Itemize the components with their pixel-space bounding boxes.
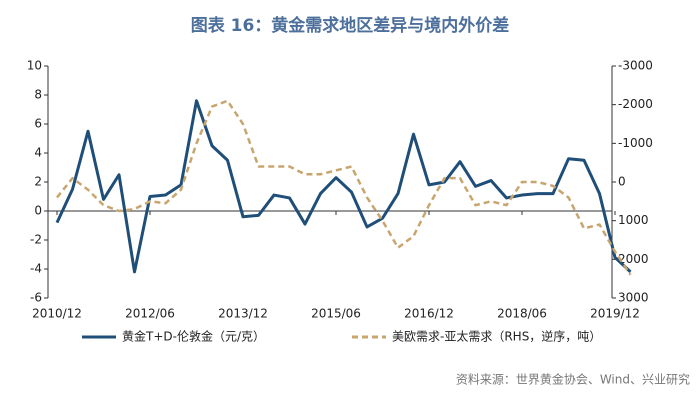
y-tick-label: -6 [30, 291, 42, 305]
legend-label: 黄金T+D-伦敦金（元/克） [122, 329, 265, 344]
y2-tick-label: -3000 [618, 59, 653, 73]
x-tick-label: 2015/06 [311, 307, 361, 321]
x-tick-label: 2010/12 [32, 307, 82, 321]
x-tick-label: 2019/12 [590, 307, 640, 321]
y-tick-label: 2 [34, 175, 42, 189]
x-tick-label: 2013/12 [218, 307, 268, 321]
x-tick-label: 2018/06 [497, 307, 547, 321]
y-tick-label: -2 [30, 233, 42, 247]
x-tick-label: 2012/06 [125, 307, 175, 321]
chart-title: 图表 16：黄金需求地区差异与境内外价差 [191, 15, 510, 36]
y2-tick-label: -2000 [618, 97, 653, 111]
legend-label: 美欧需求-亚太需求（RHS，逆序，吨） [392, 329, 601, 344]
series-line [55, 99, 632, 274]
series-line [56, 99, 632, 276]
y-tick-label: 0 [34, 204, 42, 218]
y-tick-label: 8 [34, 88, 42, 102]
y-tick-label: -4 [30, 262, 42, 276]
y-tick-label: 4 [34, 146, 42, 160]
y2-tick-label: 2000 [618, 252, 649, 266]
y2-tick-label: 3000 [618, 291, 649, 305]
y-tick-label: 6 [34, 117, 42, 131]
y2-tick-label: 1000 [618, 213, 649, 227]
source-note: 资料来源：世界黄金协会、Wind、兴业研究 [456, 372, 690, 387]
x-tick-label: 2016/12 [404, 307, 454, 321]
y2-tick-label: -1000 [618, 136, 653, 150]
y2-tick-label: 0 [618, 175, 626, 189]
y-tick-label: 10 [27, 59, 42, 73]
